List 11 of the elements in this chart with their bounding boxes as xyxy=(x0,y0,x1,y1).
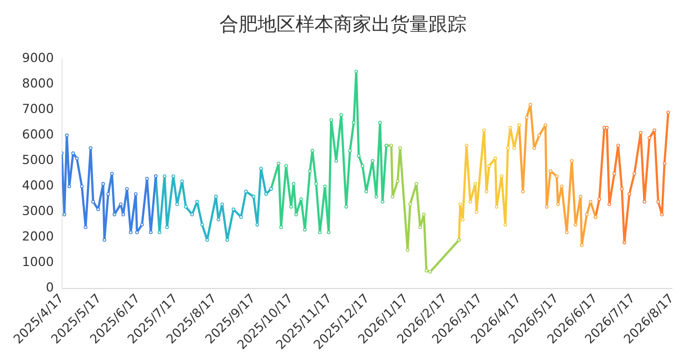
y-tick-label: 5000 xyxy=(22,152,54,168)
y-tick-label: 7000 xyxy=(22,101,54,116)
y-tick-label: 3000 xyxy=(22,203,54,218)
y-tick-label: 0 xyxy=(46,280,54,295)
chart-title: 合肥地区样本商家出货量跟踪 xyxy=(220,13,466,36)
y-tick-label: 2000 xyxy=(22,228,54,244)
y-tick-label: 9000 xyxy=(22,50,54,66)
y-tick-label: 8000 xyxy=(22,76,54,91)
y-tick-label: 6000 xyxy=(22,126,54,142)
y-tick-label: 1000 xyxy=(22,254,54,270)
y-tick-label: 4000 xyxy=(22,178,54,193)
